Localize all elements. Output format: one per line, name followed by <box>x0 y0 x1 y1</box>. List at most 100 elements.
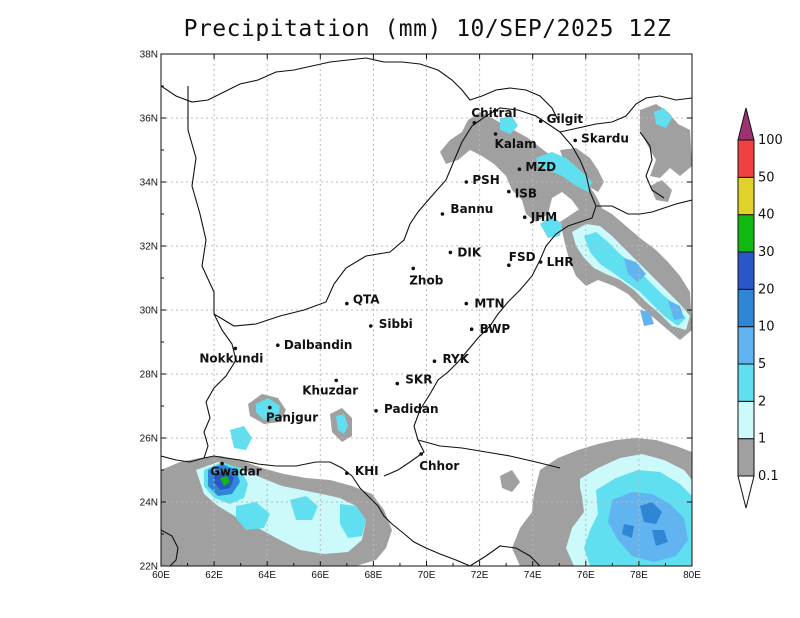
lat-tick-label: 38N <box>140 50 158 61</box>
city-marker-dot <box>220 461 224 466</box>
precip-gwadar-green <box>220 476 230 486</box>
precip-sw-grey <box>161 530 204 566</box>
precip-khuzdar-cyan <box>336 414 348 434</box>
colorbar-swatch <box>737 251 755 290</box>
city-marker-dot <box>573 138 577 143</box>
city-label: Bannu <box>450 202 493 216</box>
lon-tick-label: 66E <box>311 570 329 581</box>
city-label: BWP <box>480 322 511 336</box>
iran-pakistan-border <box>203 313 237 459</box>
colorbar-swatch <box>737 288 755 328</box>
lon-tick-label: 80E <box>683 570 701 581</box>
precipitation-colorbar: 0.1 1 2 5 10 20 30 40 50 100 <box>737 107 783 509</box>
precip-se-darkblue <box>622 502 668 546</box>
lon-tick-label: 62E <box>205 570 223 581</box>
colorbar-swatch <box>737 400 755 440</box>
precip-se-grey-2 <box>500 470 580 492</box>
lat-tick-label: 34N <box>140 178 158 189</box>
pakistan-afghanistan-border <box>213 107 561 327</box>
lat-tick-label: 36N <box>140 114 158 125</box>
colorbar-level-label: 30 <box>758 245 775 260</box>
city-label: Khuzdar <box>302 383 358 397</box>
colorbar-level-label: 5 <box>758 357 766 372</box>
city-marker-dot <box>395 381 400 386</box>
colorbar-swatch <box>737 326 755 365</box>
city-marker-dot <box>517 167 522 171</box>
precip-ladakh-grey <box>640 104 692 178</box>
city-label: QTA <box>353 293 380 307</box>
city-marker-dot <box>448 250 453 255</box>
colorbar-level-label: 20 <box>758 282 775 297</box>
city-label: Gwadar <box>210 465 262 479</box>
city-label: FSD <box>509 250 536 264</box>
city-marker-dot <box>522 215 527 219</box>
lon-tick-label: 70E <box>418 570 436 581</box>
lon-tick-label: 76E <box>577 570 595 581</box>
colorbar-level-label: 1 <box>758 432 766 447</box>
precip-se-blue <box>608 492 688 562</box>
city-marker-dot <box>464 301 469 306</box>
city-marker-dot <box>268 405 272 410</box>
city-marker-dot <box>432 359 437 364</box>
colorbar-level-label: 0.1 <box>758 469 779 484</box>
city-marker-dot <box>472 121 477 125</box>
iran-afghanistan-border <box>187 86 215 314</box>
precip-ladakh-grey-2 <box>650 180 672 202</box>
lon-tick-label: 60E <box>152 570 170 581</box>
map-axes: 60E 62E 64E 66E 68E 70E 72E 74E 76E 78E 80E 22N 24N 2… <box>140 50 702 582</box>
city-marker-dot <box>493 132 498 136</box>
city-label: DIK <box>457 245 481 259</box>
city-label: MTN <box>474 297 504 311</box>
city-marker-dot <box>334 378 339 383</box>
city-marker-dot <box>469 327 474 332</box>
colorbar-level-label: 10 <box>758 320 775 335</box>
city-label: KHI <box>355 464 379 478</box>
city-marker-dot <box>345 471 349 476</box>
kashmir-china-border <box>559 95 692 133</box>
city-label: Sibbi <box>379 317 413 331</box>
colorbar-swatch <box>737 363 755 402</box>
precip-makran-cyan <box>204 462 366 538</box>
city-marker-dot <box>276 343 280 348</box>
colorbar-swatch <box>737 214 755 253</box>
city-markers: Chitral Gilgit Kalam Skardu MZD PSH ISB JHM Bann… <box>199 106 629 479</box>
city-label: SKR <box>405 373 432 387</box>
colorbar-bottom-arrow <box>737 475 755 509</box>
india-internal-line <box>417 439 561 469</box>
city-marker-dot <box>368 324 373 328</box>
city-marker-dot <box>374 409 378 413</box>
precipitation-shading <box>161 104 692 566</box>
city-marker-dot <box>411 266 416 271</box>
city-label: MZD <box>525 160 556 174</box>
lat-tick-label: 24N <box>140 498 158 509</box>
precip-kashmir-grey <box>560 148 604 192</box>
city-marker-dot <box>507 189 511 194</box>
kashmir-loc <box>596 199 692 215</box>
city-marker-dot <box>507 263 511 268</box>
colorbar-swatch <box>737 438 755 477</box>
lon-tick-label: 78E <box>630 570 648 581</box>
pakistan-india-border <box>383 131 597 477</box>
city-marker-dot <box>345 301 349 306</box>
city-label: Chitral <box>471 106 516 120</box>
city-label: Panjgur <box>266 411 318 425</box>
city-label: RYK <box>442 352 469 366</box>
city-label: Zhob <box>409 273 443 287</box>
colorbar-swatch <box>737 139 755 178</box>
lat-tick-label: 32N <box>140 242 158 253</box>
city-marker-dot <box>538 119 543 123</box>
city-marker-dot <box>440 212 445 216</box>
city-label: JHM <box>530 210 557 224</box>
india-inner-line <box>639 131 665 199</box>
map-gridlines <box>161 54 692 566</box>
city-label: Chhor <box>419 459 459 473</box>
iran-coastline <box>161 455 471 566</box>
colorbar-top-arrow <box>737 107 755 141</box>
afghanistan-north-border <box>161 57 559 121</box>
city-label: Dalbandin <box>284 338 353 352</box>
colorbar-level-label: 40 <box>758 208 775 223</box>
oman-coast <box>161 529 179 566</box>
precip-east-cyan-2 <box>540 216 562 238</box>
lat-tick-label: 26N <box>140 434 158 445</box>
city-label: Gilgit <box>547 112 584 126</box>
